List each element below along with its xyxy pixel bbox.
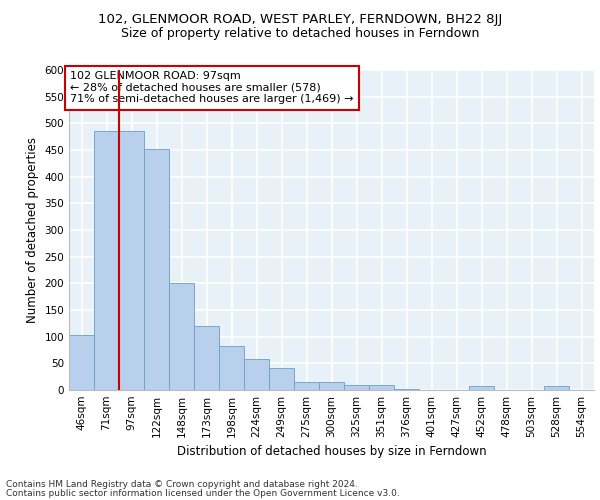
Bar	[319, 382, 344, 390]
Bar	[344, 384, 369, 390]
Text: Contains HM Land Registry data © Crown copyright and database right 2024.: Contains HM Land Registry data © Crown c…	[6, 480, 358, 489]
Bar	[394, 389, 419, 390]
Y-axis label: Number of detached properties: Number of detached properties	[26, 137, 39, 323]
Bar	[294, 382, 319, 390]
Bar	[119, 132, 144, 390]
Bar	[469, 386, 494, 390]
Bar	[544, 386, 569, 390]
Text: Size of property relative to detached houses in Ferndown: Size of property relative to detached ho…	[121, 28, 479, 40]
Bar	[94, 132, 119, 390]
Text: Contains public sector information licensed under the Open Government Licence v3: Contains public sector information licen…	[6, 488, 400, 498]
Bar	[144, 149, 169, 390]
X-axis label: Distribution of detached houses by size in Ferndown: Distribution of detached houses by size …	[176, 446, 487, 458]
Bar	[169, 284, 194, 390]
Bar	[369, 384, 394, 390]
Bar	[194, 326, 219, 390]
Text: 102 GLENMOOR ROAD: 97sqm
← 28% of detached houses are smaller (578)
71% of semi-: 102 GLENMOOR ROAD: 97sqm ← 28% of detach…	[70, 71, 354, 104]
Bar	[244, 359, 269, 390]
Bar	[69, 335, 94, 390]
Bar	[219, 346, 244, 390]
Text: 102, GLENMOOR ROAD, WEST PARLEY, FERNDOWN, BH22 8JJ: 102, GLENMOOR ROAD, WEST PARLEY, FERNDOW…	[98, 12, 502, 26]
Bar	[269, 368, 294, 390]
